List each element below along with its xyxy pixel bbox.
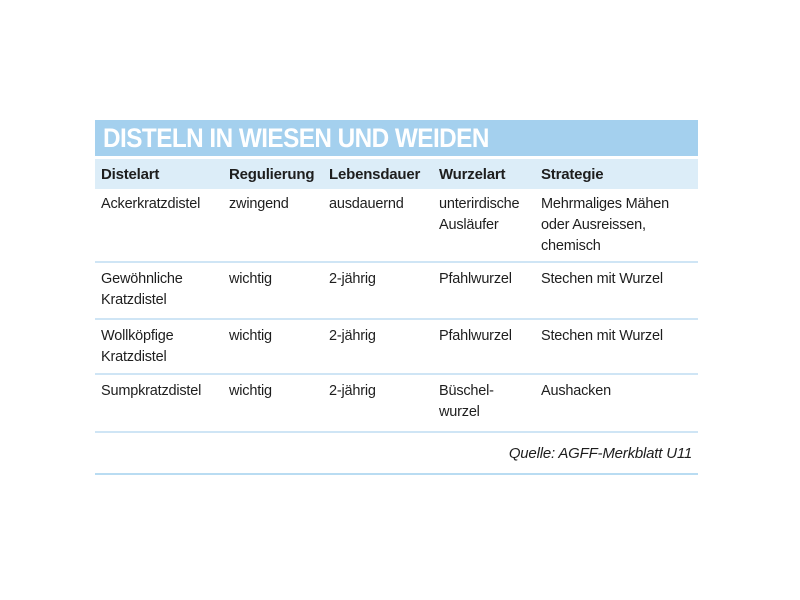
cell-line: 2-jährig bbox=[329, 271, 376, 287]
table-row: Ackerkratzdistel zwingend ausdauernd unt… bbox=[95, 189, 698, 262]
cell-line: Kratzdistel bbox=[101, 292, 167, 308]
cell-wurzelart: Pfahlwurzel bbox=[433, 261, 535, 319]
cell-line: Stechen mit Wurzel bbox=[541, 271, 663, 287]
cell-line: Wollköpfige bbox=[101, 328, 174, 344]
cell-line: Büschel- bbox=[439, 383, 494, 399]
header-distelart: Distelart bbox=[95, 159, 223, 189]
cell-regulierung: wichtig bbox=[223, 373, 323, 431]
cell-distelart: Wollköpfige Kratzdistel bbox=[95, 318, 223, 374]
title-bar: DISTELN IN WIESEN UND WEIDEN bbox=[95, 120, 698, 159]
cell-line: wichtig bbox=[229, 383, 272, 399]
cell-line: oder Ausreissen, bbox=[541, 217, 646, 233]
cell-line: zwingend bbox=[229, 196, 289, 212]
source-citation: Quelle: AGFF-Merkblatt U11 bbox=[508, 444, 692, 462]
cell-line: 2-jährig bbox=[329, 328, 376, 344]
cell-regulierung: wichtig bbox=[223, 261, 323, 319]
cell-line: ausdauernd bbox=[329, 196, 404, 212]
cell-line: Mehrmaliges Mähen bbox=[541, 196, 669, 212]
table-row: Wollköpfige Kratzdistel wichtig 2-jährig… bbox=[95, 318, 698, 374]
cell-line: Aushacken bbox=[541, 383, 611, 399]
source-row: Quelle: AGFF-Merkblatt U11 bbox=[95, 431, 698, 475]
table-body: Ackerkratzdistel zwingend ausdauernd unt… bbox=[95, 189, 698, 431]
cell-strategie: Aushacken bbox=[535, 373, 698, 431]
cell-distelart: Sumpkratzdistel bbox=[95, 373, 223, 431]
cell-lebensdauer: 2-jährig bbox=[323, 261, 433, 319]
cell-line: unterirdische bbox=[439, 196, 520, 212]
table-header: Distelart Regulierung Lebensdauer Wurzel… bbox=[95, 159, 698, 189]
table-row: Gewöhnliche Kratzdistel wichtig 2-jährig… bbox=[95, 261, 698, 319]
cell-lebensdauer: ausdauernd bbox=[323, 189, 433, 262]
cell-regulierung: wichtig bbox=[223, 318, 323, 374]
header-regulierung: Regulierung bbox=[223, 159, 323, 189]
cell-line: wichtig bbox=[229, 328, 272, 344]
cell-line: Gewöhnliche bbox=[101, 271, 183, 287]
cell-line: Pfahlwurzel bbox=[439, 328, 512, 344]
cell-line: Kratzdistel bbox=[101, 349, 167, 365]
cell-line: Ausläufer bbox=[439, 217, 499, 233]
cell-lebensdauer: 2-jährig bbox=[323, 373, 433, 431]
header-wurzelart: Wurzelart bbox=[433, 159, 535, 189]
cell-line: Stechen mit Wurzel bbox=[541, 328, 663, 344]
header-row: Distelart Regulierung Lebensdauer Wurzel… bbox=[95, 159, 698, 189]
cell-strategie: Stechen mit Wurzel bbox=[535, 318, 698, 374]
header-strategie: Strategie bbox=[535, 159, 698, 189]
cell-strategie: Stechen mit Wurzel bbox=[535, 261, 698, 319]
header-lebensdauer: Lebensdauer bbox=[323, 159, 433, 189]
cell-wurzelart: Büschel- wurzel bbox=[433, 373, 535, 431]
cell-wurzelart: Pfahlwurzel bbox=[433, 318, 535, 374]
cell-regulierung: zwingend bbox=[223, 189, 323, 262]
cell-distelart: Ackerkratzdistel bbox=[95, 189, 223, 262]
cell-wurzelart: unterirdische Ausläufer bbox=[433, 189, 535, 262]
cell-line: wurzel bbox=[439, 404, 480, 420]
cell-line: 2-jährig bbox=[329, 383, 376, 399]
table-row: Sumpkratzdistel wichtig 2-jährig Büschel… bbox=[95, 373, 698, 431]
cell-distelart: Gewöhnliche Kratzdistel bbox=[95, 261, 223, 319]
cell-lebensdauer: 2-jährig bbox=[323, 318, 433, 374]
cell-line: chemisch bbox=[541, 238, 601, 254]
cell-line: Ackerkratzdistel bbox=[101, 196, 201, 212]
cell-strategie: Mehrmaliges Mähen oder Ausreissen, chemi… bbox=[535, 189, 698, 262]
thistle-table: Distelart Regulierung Lebensdauer Wurzel… bbox=[95, 159, 698, 431]
cell-line: Sumpkratzdistel bbox=[101, 383, 202, 399]
cell-line: Pfahlwurzel bbox=[439, 271, 512, 287]
cell-line: wichtig bbox=[229, 271, 272, 287]
box-title: DISTELN IN WIESEN UND WEIDEN bbox=[103, 122, 489, 153]
info-box: DISTELN IN WIESEN UND WEIDEN Distelart R… bbox=[95, 120, 698, 475]
